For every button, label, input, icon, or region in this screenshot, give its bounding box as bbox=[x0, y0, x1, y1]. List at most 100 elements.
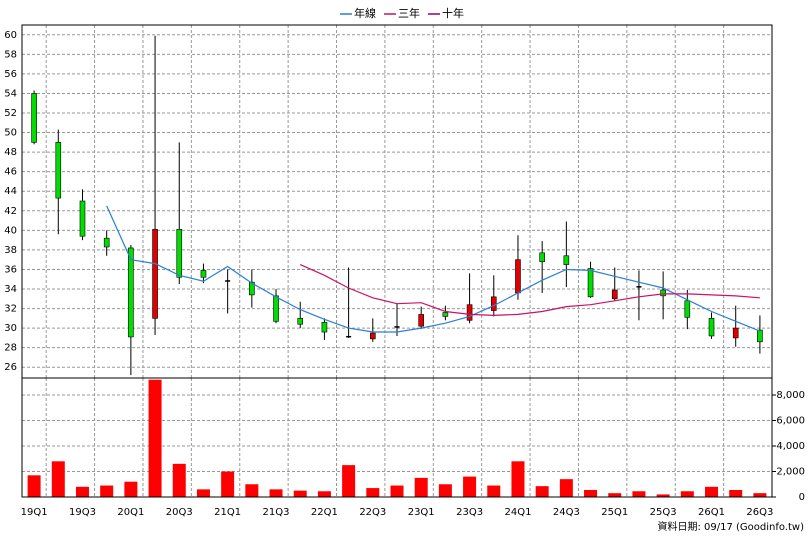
y-tick-label: 30 bbox=[4, 323, 17, 334]
volume-bar bbox=[511, 461, 525, 497]
volume-bar bbox=[487, 485, 501, 497]
volume-bar bbox=[269, 489, 283, 497]
y-tick-label: 32 bbox=[4, 304, 17, 315]
x-tick-label: 26Q3 bbox=[746, 507, 773, 518]
volume-bar bbox=[293, 490, 307, 497]
legend-label: 十年 bbox=[442, 6, 464, 20]
candle-body bbox=[321, 321, 328, 333]
volume-bar bbox=[172, 463, 186, 497]
y-tick-label: 52 bbox=[4, 108, 17, 119]
legend-label: 三年 bbox=[398, 6, 420, 20]
legend-label: 年線 bbox=[354, 6, 376, 20]
candle-body bbox=[346, 335, 352, 338]
candle-body bbox=[490, 296, 497, 311]
volume-bar bbox=[366, 488, 380, 497]
volume-bar bbox=[148, 379, 162, 497]
volume-bar bbox=[75, 486, 89, 497]
candle-body bbox=[273, 295, 279, 322]
candle-body bbox=[515, 259, 521, 294]
y-tick-label: 46 bbox=[4, 167, 17, 178]
candle-body bbox=[587, 268, 594, 298]
x-tick-label: 21Q3 bbox=[263, 507, 290, 518]
ma-line bbox=[106, 205, 761, 333]
candle-body bbox=[128, 247, 134, 338]
volume-bar bbox=[438, 484, 452, 497]
y-tick-label: 58 bbox=[4, 49, 17, 60]
volume-bar bbox=[584, 489, 598, 497]
x-tick-label: 23Q3 bbox=[456, 507, 483, 518]
y-tick-label: 60 bbox=[4, 30, 17, 41]
y-tick-label: 44 bbox=[4, 186, 17, 197]
y-tick-label: 38 bbox=[4, 245, 17, 256]
candle-body bbox=[708, 318, 715, 337]
x-tick-label: 24Q3 bbox=[553, 507, 580, 518]
candle-body bbox=[370, 332, 376, 340]
x-tick-label: 25Q3 bbox=[650, 507, 677, 518]
volume-bar bbox=[245, 484, 259, 497]
volume-bar bbox=[753, 493, 767, 497]
candle-body bbox=[466, 304, 473, 321]
y-tick-label: 34 bbox=[4, 284, 17, 295]
candle-body bbox=[442, 312, 449, 317]
candle-body bbox=[31, 93, 37, 143]
y-tick-label: 48 bbox=[4, 147, 17, 158]
candle-body bbox=[297, 318, 304, 325]
x-tick-label: 26Q1 bbox=[698, 507, 725, 518]
x-tick-label: 22Q1 bbox=[311, 507, 338, 518]
y-tick-label: 4,000 bbox=[776, 441, 805, 452]
y-tick-label: 8,000 bbox=[776, 390, 805, 401]
candle-body bbox=[732, 327, 739, 339]
x-tick-label: 22Q3 bbox=[359, 507, 386, 518]
candle-body bbox=[418, 314, 424, 327]
volume-bar bbox=[729, 489, 743, 497]
y-tick-label: 42 bbox=[4, 206, 17, 217]
candle-body bbox=[684, 300, 691, 318]
candle-body bbox=[200, 270, 207, 278]
ma-line bbox=[299, 264, 760, 317]
candle-body bbox=[660, 289, 666, 297]
volume-bar bbox=[100, 485, 114, 497]
volume-bar bbox=[317, 491, 331, 497]
plot-frame bbox=[21, 377, 773, 498]
volume-bar bbox=[463, 476, 477, 497]
x-tick-label: 21Q1 bbox=[214, 507, 241, 518]
x-tick-label: 19Q1 bbox=[21, 507, 48, 518]
legend: 年線 三年 十年 bbox=[340, 6, 464, 20]
candle-body bbox=[563, 255, 570, 265]
candle-body bbox=[103, 237, 110, 248]
x-tick-label: 19Q3 bbox=[69, 507, 96, 518]
volume-bar bbox=[632, 491, 646, 497]
y-tick-label: 50 bbox=[4, 128, 17, 139]
candle-body bbox=[176, 229, 183, 278]
volume-bar bbox=[124, 481, 138, 497]
volume-bar bbox=[559, 479, 573, 497]
candle-body bbox=[611, 289, 618, 300]
volume-bar bbox=[680, 491, 694, 497]
y-tick-label: 6,000 bbox=[776, 415, 805, 426]
y-tick-label: 56 bbox=[4, 69, 17, 80]
x-tick-label: 25Q1 bbox=[601, 507, 628, 518]
volume-bar bbox=[342, 465, 356, 497]
y-tick-label: 26 bbox=[4, 362, 17, 373]
candle-body bbox=[757, 329, 763, 343]
volume-bar bbox=[535, 486, 549, 497]
x-tick-label: 20Q1 bbox=[117, 507, 144, 518]
y-tick-label: 0 bbox=[799, 492, 805, 503]
y-tick-label: 54 bbox=[4, 88, 17, 99]
candle-body bbox=[636, 286, 642, 288]
volume-bar bbox=[196, 489, 210, 497]
y-tick-label: 36 bbox=[4, 264, 17, 275]
footer: 資料日期: 09/17 (Goodinfo.tw) bbox=[657, 520, 804, 533]
volume-bar bbox=[221, 471, 235, 497]
candle-body bbox=[539, 252, 545, 262]
volume-bar bbox=[51, 461, 65, 497]
candle-body bbox=[249, 281, 255, 296]
x-tick-label: 24Q1 bbox=[504, 507, 531, 518]
candle-body bbox=[55, 142, 62, 199]
volume-bar bbox=[414, 477, 428, 497]
x-tick-label: 23Q1 bbox=[408, 507, 435, 518]
volume-bar bbox=[390, 485, 404, 497]
y-tick-label: 28 bbox=[4, 343, 17, 354]
